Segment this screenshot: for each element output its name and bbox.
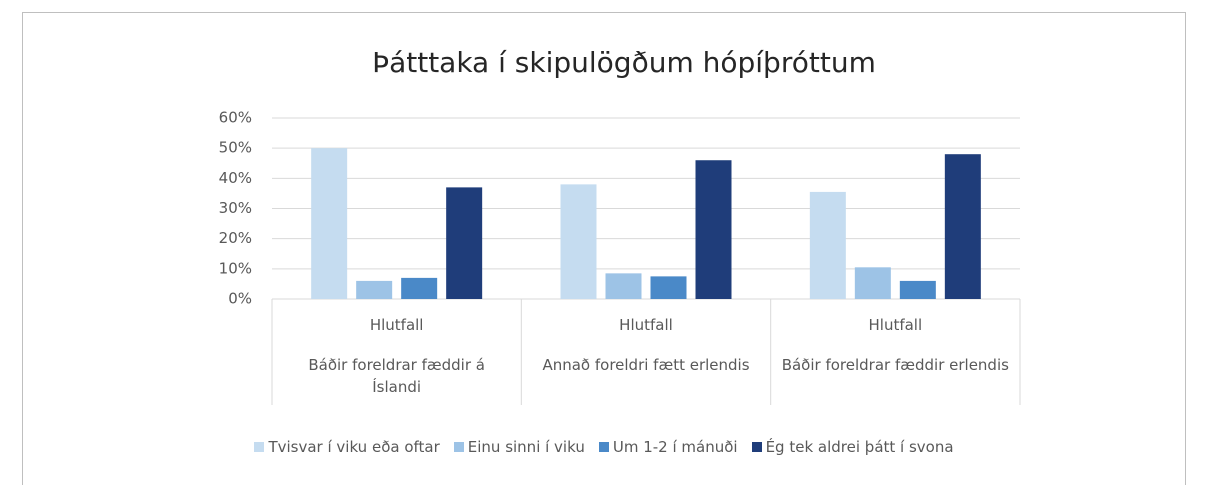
bar	[605, 273, 642, 299]
y-tick-label: 40%	[219, 169, 252, 187]
y-tick-label: 0%	[228, 290, 252, 308]
y-tick-label: 10%	[219, 259, 252, 277]
chart-title: Þátttaka í skipulögðum hópíþróttum	[372, 46, 876, 79]
chart-border	[22, 12, 1186, 485]
legend-swatch	[598, 442, 609, 452]
sub-category-label: Hlutfall	[619, 316, 673, 334]
legend-item: Tvisvar í viku eða oftar	[254, 438, 440, 456]
x-tick-label: Báðir foreldrar fæddir á Íslandi	[308, 356, 485, 396]
y-tick-label: 30%	[219, 199, 252, 217]
bar	[401, 277, 438, 299]
bar	[650, 276, 687, 299]
legend: Tvisvar í viku eða oftar Einu sinni í vik…	[0, 438, 1208, 456]
legend-label: Tvisvar í viku eða oftar	[268, 438, 440, 456]
legend-item: Einu sinni í viku	[453, 438, 585, 456]
sub-category-label: Hlutfall	[369, 316, 424, 334]
y-tick-label: 50%	[219, 139, 252, 157]
bar	[944, 154, 981, 299]
bar	[809, 191, 846, 299]
legend-swatch	[254, 442, 265, 452]
legend-label: Einu sinni í viku	[467, 438, 585, 456]
bar	[695, 160, 732, 299]
legend-item: Ég tek aldrei þátt í svona	[751, 438, 954, 456]
y-tick-label: 20%	[219, 229, 252, 247]
sub-category-label: Hlutfall	[868, 316, 923, 334]
bar	[899, 280, 936, 299]
legend-swatch	[453, 442, 464, 452]
x-tick-label: Báðir foreldrar fæddir erlendis	[781, 356, 1009, 374]
legend-item: Um 1-2 í mánuði	[598, 438, 738, 456]
bar	[356, 280, 393, 299]
bar	[560, 184, 597, 299]
x-tick-label: Annað foreldri fætt erlendis	[542, 356, 750, 374]
legend-label: Ég tek aldrei þátt í svona	[765, 438, 954, 456]
bar	[854, 267, 891, 299]
legend-swatch	[751, 442, 762, 452]
bar	[446, 187, 483, 299]
y-tick-label: 60%	[219, 109, 252, 127]
bar	[311, 148, 348, 299]
legend-label: Um 1-2 í mánuði	[612, 438, 738, 456]
